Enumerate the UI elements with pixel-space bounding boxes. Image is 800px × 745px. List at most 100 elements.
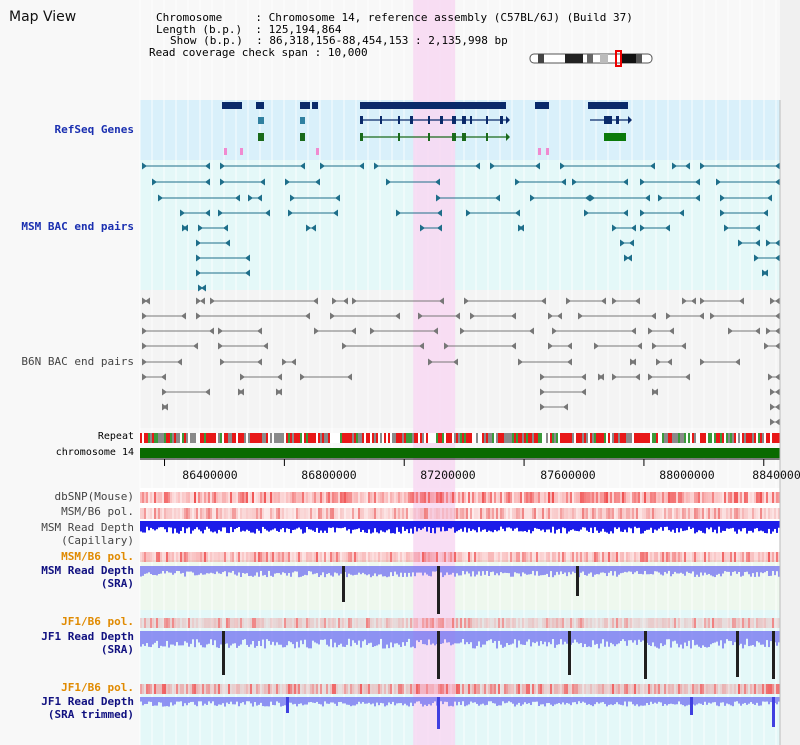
depth-bar xyxy=(284,566,286,574)
depth-bar xyxy=(738,697,740,704)
polymorphism-mark xyxy=(338,552,340,562)
polymorphism-mark xyxy=(140,618,142,628)
track-label-msm-b6-pol-2[interactable]: MSM/B6 pol. xyxy=(61,550,134,563)
track-label-msm-depth-cap-1[interactable]: MSM Read Depth xyxy=(41,521,134,534)
track-label-refseq[interactable]: RefSeq Genes xyxy=(54,123,134,136)
bac-end xyxy=(220,358,225,366)
polymorphism-mark xyxy=(184,492,186,503)
depth-bar xyxy=(294,697,296,704)
polymorphism-mark xyxy=(390,492,392,503)
depth-bar xyxy=(610,521,612,532)
gene-exon xyxy=(462,133,466,141)
depth-bar xyxy=(384,566,386,577)
depth-bar xyxy=(676,566,678,574)
track-label-jf1-b6-pol-2[interactable]: JF1/B6 pol. xyxy=(61,681,134,694)
depth-bar xyxy=(360,566,362,575)
track-label-dbsnp[interactable]: dbSNP(Mouse) xyxy=(54,490,134,503)
polymorphism-mark xyxy=(636,508,638,519)
repeat-mark xyxy=(688,433,690,443)
depth-bar xyxy=(230,631,232,646)
polymorphism-mark xyxy=(508,684,510,694)
depth-bar xyxy=(676,697,678,705)
polymorphism-mark xyxy=(450,492,452,503)
polymorphism-mark xyxy=(254,684,256,694)
polymorphism-mark xyxy=(690,492,692,503)
depth-bar xyxy=(764,631,766,647)
depth-bar xyxy=(356,697,358,705)
polymorphism-mark xyxy=(714,492,716,503)
repeat-mark xyxy=(680,433,682,443)
polymorphism-mark xyxy=(706,684,708,694)
depth-bar xyxy=(242,697,244,703)
bac-end xyxy=(775,403,780,411)
track-label-jf1-depth-sra-1[interactable]: JF1 Read Depth xyxy=(41,630,134,643)
polymorphism-mark xyxy=(372,618,374,628)
depth-bar xyxy=(428,521,430,528)
depth-bar xyxy=(550,521,552,533)
depth-bar xyxy=(306,631,308,648)
depth-bar xyxy=(446,521,448,531)
polymorphism-mark xyxy=(710,552,712,562)
bac-end xyxy=(291,358,296,366)
depth-bar xyxy=(640,521,642,534)
polymorphism-mark xyxy=(770,552,772,562)
repeat-mark xyxy=(692,433,694,443)
polymorphism-mark xyxy=(700,552,702,562)
polymorphism-mark xyxy=(554,618,556,628)
depth-bar xyxy=(430,521,432,533)
track-label-b6n-bac[interactable]: B6N BAC end pairs xyxy=(21,355,134,368)
polymorphism-mark xyxy=(408,552,410,562)
polymorphism-mark xyxy=(188,552,190,562)
polymorphism-mark xyxy=(240,552,242,562)
depth-bar xyxy=(172,521,174,534)
depth-bar xyxy=(454,697,456,702)
track-label-repeat: Repeat xyxy=(97,431,134,442)
depth-bar xyxy=(428,566,430,576)
bac-end xyxy=(700,297,705,305)
polymorphism-mark xyxy=(662,552,664,562)
bac-end xyxy=(599,373,604,381)
depth-bar xyxy=(750,566,752,577)
polymorphism-mark xyxy=(290,684,292,694)
polymorphism-mark xyxy=(534,552,536,562)
polymorphism-mark xyxy=(306,552,308,562)
depth-bar xyxy=(190,521,192,534)
polymorphism-mark xyxy=(724,508,726,519)
polymorphism-mark xyxy=(642,552,644,562)
depth-bar xyxy=(260,521,262,534)
depth-bar xyxy=(142,521,144,533)
depth-bar xyxy=(678,566,680,574)
polymorphism-mark xyxy=(612,552,614,562)
track-label-msm-depth-sra-1[interactable]: MSM Read Depth xyxy=(41,564,134,577)
polymorphism-mark xyxy=(308,618,310,628)
track-label-msm-bac[interactable]: MSM BAC end pairs xyxy=(21,220,134,233)
polymorphism-mark xyxy=(468,618,470,628)
bac-end xyxy=(519,224,524,232)
depth-bar xyxy=(706,631,708,648)
depth-bar xyxy=(422,697,424,707)
gene-block xyxy=(588,102,628,109)
polymorphism-mark xyxy=(698,618,700,628)
depth-bar xyxy=(580,521,582,530)
depth-bar xyxy=(340,521,342,529)
track-label-msm-b6-pol-1[interactable]: MSM/B6 pol. xyxy=(61,505,134,518)
polymorphism-mark xyxy=(604,618,606,628)
polymorphism-mark xyxy=(568,508,570,519)
repeat-mark xyxy=(460,433,462,443)
polymorphism-mark xyxy=(328,618,330,628)
track-label-jf1-b6-pol-1[interactable]: JF1/B6 pol. xyxy=(61,615,134,628)
depth-bar xyxy=(348,697,350,705)
polymorphism-mark xyxy=(406,508,408,519)
depth-bar xyxy=(174,631,176,646)
repeat-mark xyxy=(522,433,524,443)
polymorphism-mark xyxy=(610,684,612,694)
track-label-jf1-depth-trim-1[interactable]: JF1 Read Depth xyxy=(41,695,134,708)
depth-bar xyxy=(662,521,664,531)
polymorphism-mark xyxy=(298,508,300,519)
bac-end xyxy=(572,178,577,186)
polymorphism-mark xyxy=(588,618,590,628)
polymorphism-mark xyxy=(494,508,496,519)
depth-bar xyxy=(238,566,240,573)
